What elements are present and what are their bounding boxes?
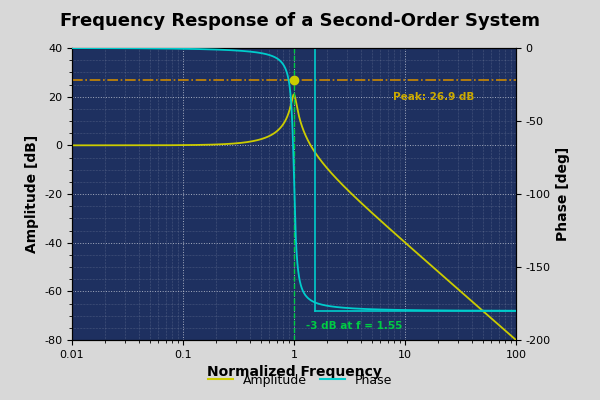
Y-axis label: Amplitude [dB]: Amplitude [dB]	[25, 135, 38, 253]
Y-axis label: Phase [deg]: Phase [deg]	[556, 147, 571, 241]
Text: -3 dB at f = 1.55: -3 dB at f = 1.55	[306, 320, 403, 330]
X-axis label: Normalized Frequency: Normalized Frequency	[206, 365, 382, 379]
Text: Peak: 26.9 dB: Peak: 26.9 dB	[392, 92, 474, 102]
Text: Frequency Response of a Second-Order System: Frequency Response of a Second-Order Sys…	[60, 12, 540, 30]
Legend: Amplitude, Phase: Amplitude, Phase	[203, 369, 397, 392]
